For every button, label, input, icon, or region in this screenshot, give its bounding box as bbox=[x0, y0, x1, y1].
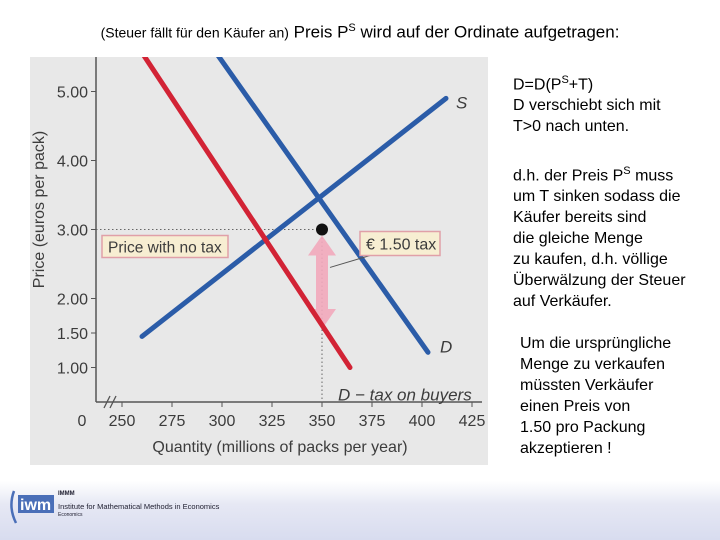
para3-line-6: akzeptieren ! bbox=[520, 440, 612, 457]
para2-line-1b: muss bbox=[630, 167, 674, 185]
x-axis-title: Quantity (millions of packs per year) bbox=[152, 439, 407, 456]
title-colon: : bbox=[614, 22, 620, 42]
tax-box bbox=[359, 230, 441, 257]
axis-break-mark bbox=[109, 395, 117, 409]
conclusion-block: Um die ursprüngliche Menge zu verkaufen … bbox=[520, 333, 671, 459]
chart-panel: 5.00 4.00 3.00 2.00 1.50 1.00 250 275 300 325 350 3… bbox=[30, 57, 488, 465]
formula-sup: S bbox=[561, 74, 569, 86]
equilibrium-point bbox=[316, 223, 328, 236]
y-tick-label: 2.00 bbox=[57, 292, 88, 309]
title-part1: (Steuer fällt für den Käufer an) bbox=[100, 24, 289, 41]
x-tick-label: 325 bbox=[259, 413, 286, 430]
para2-line-3: Käufer bereits sind bbox=[513, 209, 647, 227]
y-axis-title: Price (euros per pack) bbox=[31, 131, 48, 288]
iwm-logo-icon: iwm bbox=[10, 490, 54, 524]
series-label-s: S bbox=[456, 93, 468, 112]
footer-small-label: IMMM bbox=[58, 491, 75, 497]
origin-label: 0 bbox=[78, 413, 87, 430]
para2-line-1: d.h. der Preis PS muss bbox=[513, 161, 686, 186]
axis-break-mark bbox=[103, 395, 111, 409]
x-tick-label: 275 bbox=[159, 413, 186, 430]
institute-sub: Economics bbox=[58, 512, 83, 518]
series-line-s bbox=[139, 95, 449, 339]
para2-line-7: auf Verkäufer. bbox=[513, 293, 612, 311]
para2-line-1-sup: S bbox=[623, 165, 631, 177]
para3-line-4: einen Preis von bbox=[520, 398, 631, 415]
tax-pointer-line bbox=[329, 255, 371, 268]
slide-title: (Steuer fällt für den Käufer an) Preis P… bbox=[0, 22, 720, 42]
shift-line-2: T>0 nach unten. bbox=[513, 118, 630, 136]
footer-band bbox=[0, 481, 720, 540]
logo-text: iwm bbox=[20, 497, 51, 514]
price-no-tax-label: Price with no tax bbox=[108, 240, 222, 257]
x-tick-label: 250 bbox=[109, 413, 136, 430]
formula-suffix: +T) bbox=[568, 76, 594, 94]
y-tick-label: 4.00 bbox=[57, 154, 88, 171]
para2-line-4: die gleiche Menge bbox=[513, 230, 643, 248]
para2-line-6: Überwälzung der Steuer bbox=[513, 272, 686, 290]
institute-name: Institute for Mathematical Methods in Ec… bbox=[58, 502, 220, 511]
title-part3: wird auf der Ordinate aufgetragen bbox=[355, 22, 615, 42]
series-line-d bbox=[216, 57, 431, 355]
x-tick-label: 300 bbox=[209, 413, 236, 430]
explanation-block: d.h. der Preis PS muss um T sinken sodas… bbox=[513, 161, 686, 312]
formula-prefix: D=D(P bbox=[513, 76, 562, 94]
para3-line-3: müssten Verkäufer bbox=[520, 377, 654, 394]
y-tick-label: 1.50 bbox=[57, 326, 88, 343]
para3-line-2: Menge zu verkaufen bbox=[520, 356, 665, 373]
institute-logo: iwm bbox=[8, 487, 56, 532]
title-part2: Preis P bbox=[288, 22, 349, 42]
x-tick-label: 350 bbox=[309, 413, 336, 430]
x-tick-label: 425 bbox=[459, 413, 486, 430]
x-tick-label: 375 bbox=[359, 413, 386, 430]
chart-svg: 5.00 4.00 3.00 2.00 1.50 1.00 250 275 300 325 350 3… bbox=[31, 57, 486, 456]
para3-line-5: 1.50 pro Packung bbox=[520, 419, 646, 436]
y-tick-label: 5.00 bbox=[57, 85, 88, 102]
x-tick-label: 400 bbox=[409, 413, 436, 430]
y-tick-label: 1.00 bbox=[57, 361, 88, 378]
series-label-d-tax: D − tax on buyers bbox=[338, 386, 472, 405]
title-sup: S bbox=[348, 22, 356, 34]
series-label-d: D bbox=[440, 337, 452, 356]
formula-block: D=D(PS+T) D verschiebt sich mit T>0 nach… bbox=[513, 70, 661, 137]
para2-line-2: um T sinken sodass die bbox=[513, 188, 681, 206]
tax-box-label: € 1.50 tax bbox=[366, 237, 436, 254]
para2-line-5: zu kaufen, d.h. völlige bbox=[513, 251, 668, 269]
shift-line-1: D verschiebt sich mit bbox=[513, 97, 661, 115]
para3-line-1: Um die ursprüngliche bbox=[520, 335, 672, 352]
tax-arrow bbox=[308, 235, 336, 329]
series-line-d-tax-on-buyers bbox=[141, 57, 353, 370]
formula-line: D=D(PS+T) bbox=[513, 70, 661, 95]
price-no-tax-box bbox=[101, 234, 229, 259]
para2-line-1a: d.h. der Preis P bbox=[513, 167, 624, 185]
y-tick-label: 3.00 bbox=[57, 223, 88, 240]
